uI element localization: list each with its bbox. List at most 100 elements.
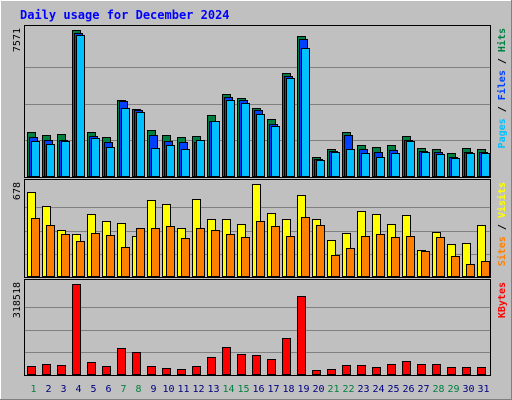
bar-pages-day-7 [121,108,130,177]
bar-kbytes-day-27 [417,364,426,375]
bar-pages-day-24 [376,157,385,177]
bar-sites-day-6 [106,235,115,277]
x-tick-label: 12 [192,384,204,395]
bar-kbytes-day-26 [402,361,411,375]
x-tick-label: 11 [177,384,189,395]
bar-sites-day-28 [436,237,445,277]
bar-kbytes-day-20 [312,370,321,375]
bar-pages-day-21 [331,152,340,177]
bar-sites-day-10 [166,226,175,277]
bar-pages-day-31 [481,153,490,177]
bar-kbytes-day-18 [282,338,291,375]
bar-kbytes-day-17 [267,359,276,375]
bar-pages-day-27 [421,152,430,177]
bar-pages-day-5 [91,138,100,177]
bar-pages-day-25 [391,153,400,177]
bar-pages-day-15 [241,103,250,177]
x-tick-label: 23 [357,384,369,395]
x-tick-label: 10 [162,384,174,395]
bar-kbytes-day-4 [72,284,81,375]
legend-visits-sites: Sites / Visits [496,182,508,266]
bar-sites-day-16 [256,221,265,277]
bar-pages-day-23 [361,153,370,177]
bar-pages-day-10 [166,145,175,177]
legend-separator: / [497,52,508,70]
x-tick-label: 5 [90,384,96,395]
legend-text: Sites / Visits [496,182,508,266]
x-tick-label: 25 [387,384,399,395]
legend-item: Sites [496,236,508,266]
x-tick-label: 2 [45,384,51,395]
bar-kbytes-day-28 [432,364,441,375]
bar-pages-day-3 [61,141,70,177]
bar-pages-day-29 [451,158,460,177]
bar-sites-day-25 [391,237,400,277]
bar-sites-day-27 [421,251,430,277]
bar-pages-day-28 [436,154,445,177]
x-tick-label: 21 [327,384,339,395]
x-tick-label: 30 [462,384,474,395]
bar-sites-day-14 [226,234,235,277]
bar-kbytes-day-14 [222,347,231,375]
bar-kbytes-day-10 [162,368,171,375]
x-tick-label: 15 [237,384,249,395]
bar-kbytes-day-9 [147,366,156,375]
bar-kbytes-day-19 [297,296,306,375]
bar-pages-day-2 [46,144,55,177]
bar-sites-day-7 [121,247,130,277]
bar-pages-day-22 [346,149,355,177]
x-tick-label: 3 [60,384,66,395]
bar-sites-day-8 [136,228,145,277]
legend-separator: / [497,100,508,118]
x-tick-label: 9 [150,384,156,395]
bar-pages-day-17 [271,126,280,177]
x-tick-label: 20 [312,384,324,395]
bar-kbytes-day-12 [192,366,201,375]
bar-sites-day-5 [91,233,100,277]
bar-sites-day-29 [451,256,460,277]
bar-sites-day-18 [286,236,295,277]
legend-text: KBytes [497,282,508,318]
x-tick-label: 14 [222,384,234,395]
bar-kbytes-day-2 [42,364,51,375]
y-max-label: 7571 [12,28,23,52]
x-tick-label: 6 [105,384,111,395]
bar-sites-day-23 [361,236,370,277]
bar-kbytes-day-6 [102,366,111,375]
bar-sites-day-30 [466,264,475,277]
x-tick-label: 31 [477,384,489,395]
bar-sites-day-22 [346,248,355,277]
bar-kbytes-day-1 [27,366,36,375]
bar-sites-day-11 [181,238,190,277]
legend-item: KBytes [497,282,508,318]
bar-kbytes-day-23 [357,365,366,375]
bar-sites-day-9 [151,228,160,277]
bar-pages-day-12 [196,140,205,177]
x-tick-label: 26 [402,384,414,395]
legend-text: Pages / Files / Hits [496,28,508,148]
x-tick-label: 24 [372,384,384,395]
bar-kbytes-day-16 [252,355,261,375]
bar-pages-day-19 [301,48,310,177]
chart-panels: 7571 Pages / Files / Hits 678 Sites / Visit… [12,25,508,376]
bar-pages-day-13 [211,121,220,177]
bar-sites-day-2 [46,225,55,277]
legend-item: Visits [496,182,508,218]
bar-kbytes-day-15 [237,354,246,375]
bar-pages-day-8 [136,112,145,177]
panel-hits-files-pages: 7571 Pages / Files / Hits [12,25,508,178]
x-tick-label: 19 [297,384,309,395]
bar-pages-day-30 [466,153,475,177]
legend-item: Files [496,70,508,100]
x-tick-label: 29 [447,384,459,395]
x-tick-label: 4 [75,384,81,395]
bar-sites-day-20 [316,225,325,277]
bar-kbytes-day-13 [207,357,216,375]
bar-pages-day-20 [316,160,325,177]
bar-kbytes-day-7 [117,348,126,375]
bar-pages-day-11 [181,149,190,177]
y-max-label: 318518 [12,282,23,318]
bar-sites-day-3 [61,234,70,277]
bar-kbytes-day-8 [132,352,141,375]
chart-title: Daily usage for December 2024 [20,8,230,22]
